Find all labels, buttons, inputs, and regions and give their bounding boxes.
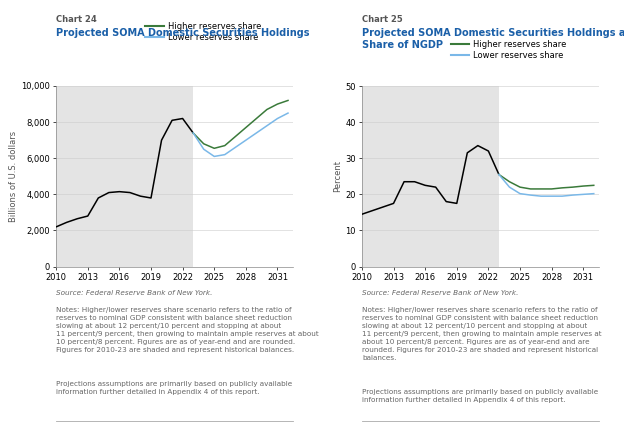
Text: Projections assumptions are primarily based on publicly available
information fu: Projections assumptions are primarily ba… — [362, 389, 598, 403]
Bar — [56, 86, 193, 267]
Text: Notes: Higher/lower reserves share scenario refers to the ratio of
reserves to n: Notes: Higher/lower reserves share scena… — [56, 307, 319, 353]
Text: Notes: Higher/lower reserves share scenario refers to the ratio of
reserves to n: Notes: Higher/lower reserves share scena… — [362, 307, 602, 362]
Text: Chart 25: Chart 25 — [362, 15, 402, 24]
Legend: Higher reserves share, Lower reserves share: Higher reserves share, Lower reserves sh… — [145, 22, 261, 42]
Legend: Higher reserves share, Lower reserves share: Higher reserves share, Lower reserves sh… — [451, 40, 567, 60]
Y-axis label: Percent: Percent — [333, 160, 343, 192]
Text: Projected SOMA Domestic Securities Holdings: Projected SOMA Domestic Securities Holdi… — [56, 28, 310, 38]
Text: Projections assumptions are primarily based on publicly available
information fu: Projections assumptions are primarily ba… — [56, 381, 293, 395]
Text: Source: Federal Reserve Bank of New York.: Source: Federal Reserve Bank of New York… — [362, 290, 519, 296]
Bar — [362, 86, 499, 267]
Y-axis label: Billions of U.S. dollars: Billions of U.S. dollars — [9, 131, 18, 222]
Text: Source: Federal Reserve Bank of New York.: Source: Federal Reserve Bank of New York… — [56, 290, 213, 296]
Text: Projected SOMA Domestic Securities Holdings as a
Share of NGDP: Projected SOMA Domestic Securities Holdi… — [362, 28, 624, 49]
Text: Chart 24: Chart 24 — [56, 15, 97, 24]
